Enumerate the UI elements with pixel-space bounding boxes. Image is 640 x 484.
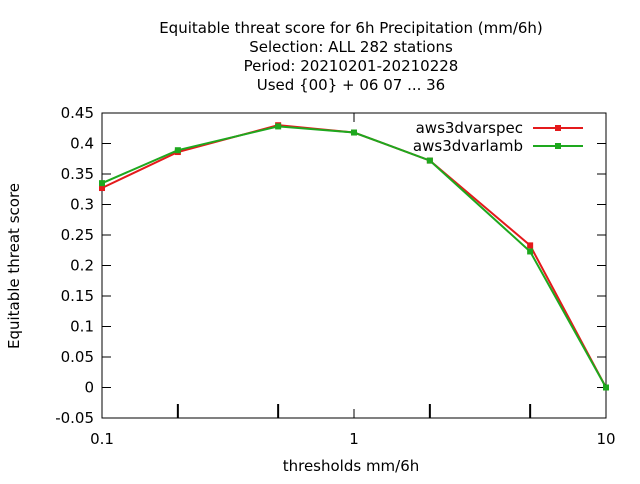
y-axis: -0.05 0 0.05 0.1 0.15 0.2 0.25 0.3 0.35 0.4 0.45 bbox=[55, 104, 606, 427]
series-line-aws3dvarlamb bbox=[101, 125, 607, 388]
data-point bbox=[527, 248, 534, 255]
y-tick-label: 0.3 bbox=[70, 196, 94, 214]
data-point bbox=[351, 129, 357, 136]
y-tick-label: 0.25 bbox=[61, 226, 94, 244]
data-point bbox=[603, 384, 609, 391]
legend-label: aws3dvarlamb bbox=[413, 137, 523, 155]
series-lines bbox=[99, 122, 609, 391]
title-line-3: Period: 20210201-20210228 bbox=[244, 57, 459, 75]
y-tick-label: 0.05 bbox=[61, 348, 94, 366]
chart-title: Equitable threat score for 6h Precipitat… bbox=[159, 19, 543, 94]
series-line-aws3dvarspec bbox=[101, 124, 607, 388]
x-tick-label: 0.1 bbox=[90, 430, 114, 448]
title-line-2: Selection: ALL 282 stations bbox=[249, 38, 453, 56]
x-axis-label: thresholds mm/6h bbox=[283, 457, 420, 475]
legend-label: aws3dvarspec bbox=[416, 119, 523, 137]
x-tick-label: 10 bbox=[596, 430, 615, 448]
data-point bbox=[99, 185, 105, 192]
y-tick-label: 0.4 bbox=[70, 135, 94, 153]
title-line-4: Used {00} + 06 07 ... 36 bbox=[257, 76, 445, 94]
plot-frame bbox=[101, 112, 607, 419]
title-line-1: Equitable threat score for 6h Precipitat… bbox=[159, 19, 543, 37]
y-tick-label: 0.1 bbox=[70, 318, 94, 336]
y-tick-label: 0 bbox=[84, 379, 94, 397]
x-tick-label: 1 bbox=[349, 430, 359, 448]
y-axis-label: Equitable threat score bbox=[5, 183, 23, 349]
y-tick-label: 0.2 bbox=[70, 257, 94, 275]
y-tick-label: -0.05 bbox=[55, 409, 94, 427]
legend-marker bbox=[555, 125, 561, 131]
y-tick-label: 0.45 bbox=[61, 104, 94, 122]
data-point bbox=[99, 180, 105, 187]
x-axis: 0.1 1 10 bbox=[90, 113, 616, 448]
y-tick-label: 0.15 bbox=[61, 287, 94, 305]
data-point bbox=[527, 242, 534, 249]
data-point bbox=[174, 147, 181, 154]
data-point bbox=[426, 157, 433, 164]
legend-marker bbox=[555, 143, 561, 149]
y-tick-label: 0.35 bbox=[61, 165, 94, 183]
data-point bbox=[275, 123, 282, 130]
